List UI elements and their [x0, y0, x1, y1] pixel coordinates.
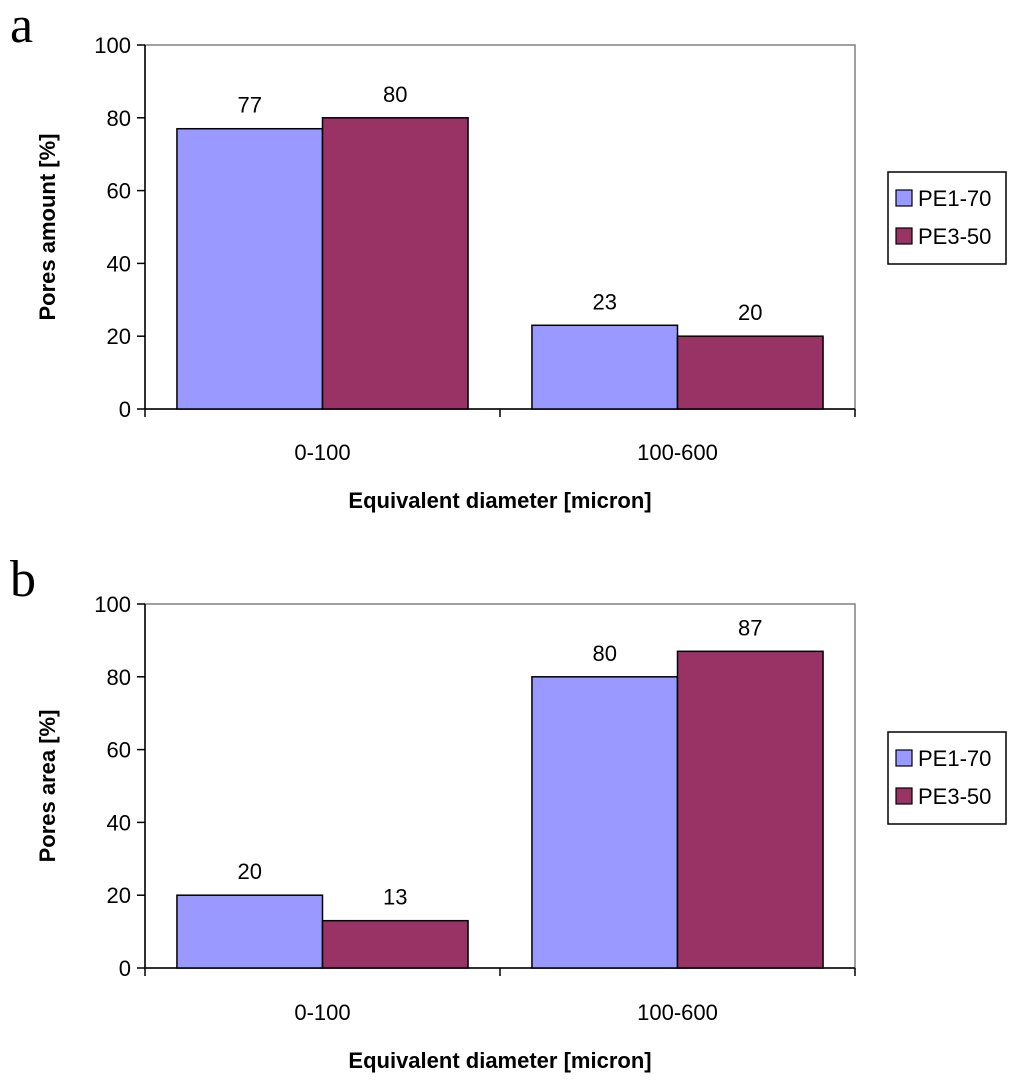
legend-label: PE1-70	[918, 746, 991, 771]
y-tick-label: 40	[107, 251, 131, 276]
panel-letter: b	[10, 551, 36, 608]
bar-pe1-70-0-100	[176, 894, 324, 969]
legend-swatch-pe3-50	[895, 227, 913, 245]
y-tick-label: 0	[119, 956, 131, 981]
data-label: 20	[237, 859, 261, 884]
y-tick-label: 80	[107, 106, 131, 131]
legend-label: PE3-50	[918, 784, 991, 809]
y-axis-title: Pores amount [%]	[35, 133, 60, 320]
x-axis-title: Equivalent diameter [micron]	[348, 1048, 651, 1073]
legend-label: PE3-50	[918, 224, 991, 249]
x-category-label: 100-600	[637, 1000, 718, 1025]
y-tick-label: 60	[107, 738, 131, 763]
legend: PE1-70 PE3-50	[887, 171, 1007, 265]
legend-swatch-pe1-70	[895, 189, 913, 207]
y-tick-label: 40	[107, 810, 131, 835]
chart-panel-b: b 0 20 40 60 80 100 0-100 20 13 100-600 80 87 Equival…	[10, 551, 1007, 1073]
legend-label: PE1-70	[918, 186, 991, 211]
y-tick-label: 100	[94, 33, 131, 58]
bar-pe3-50-0-100	[321, 117, 469, 410]
data-label: 80	[592, 641, 616, 666]
panel-letter: a	[10, 0, 33, 54]
x-category-label: 0-100	[294, 1000, 350, 1025]
bar-pe1-70-100-600	[531, 676, 679, 969]
data-label: 23	[592, 289, 616, 314]
data-label: 87	[738, 615, 762, 640]
legend: PE1-70 PE3-50	[887, 731, 1007, 825]
y-tick-label: 20	[107, 324, 131, 349]
legend-swatch-pe3-50	[895, 787, 913, 805]
bar-pe3-50-0-100	[321, 919, 469, 969]
y-tick-label: 20	[107, 883, 131, 908]
data-label: 20	[738, 300, 762, 325]
data-label: 13	[383, 885, 407, 910]
bar-pe1-70-0-100	[176, 127, 324, 410]
legend-box	[887, 171, 1007, 265]
x-axis-title: Equivalent diameter [micron]	[348, 488, 651, 513]
y-tick-label: 80	[107, 665, 131, 690]
y-axis-title: Pores area [%]	[35, 710, 60, 863]
bar-pe1-70-100-600	[531, 324, 679, 410]
legend-box	[887, 731, 1007, 825]
x-category-label: 100-600	[637, 440, 718, 465]
data-label: 77	[237, 93, 261, 118]
bar-pe3-50-100-600	[676, 650, 824, 969]
y-tick-label: 100	[94, 592, 131, 617]
legend-swatch-pe1-70	[895, 749, 913, 767]
chart-panel-a: a 0 20 40 60 80 100 0-100 77 80 100-600 23 20 Equival…	[10, 0, 1007, 513]
y-tick-label: 0	[119, 397, 131, 422]
data-label: 80	[383, 82, 407, 107]
bar-pe3-50-100-600	[676, 335, 824, 410]
x-category-label: 0-100	[294, 440, 350, 465]
y-tick-label: 60	[107, 179, 131, 204]
